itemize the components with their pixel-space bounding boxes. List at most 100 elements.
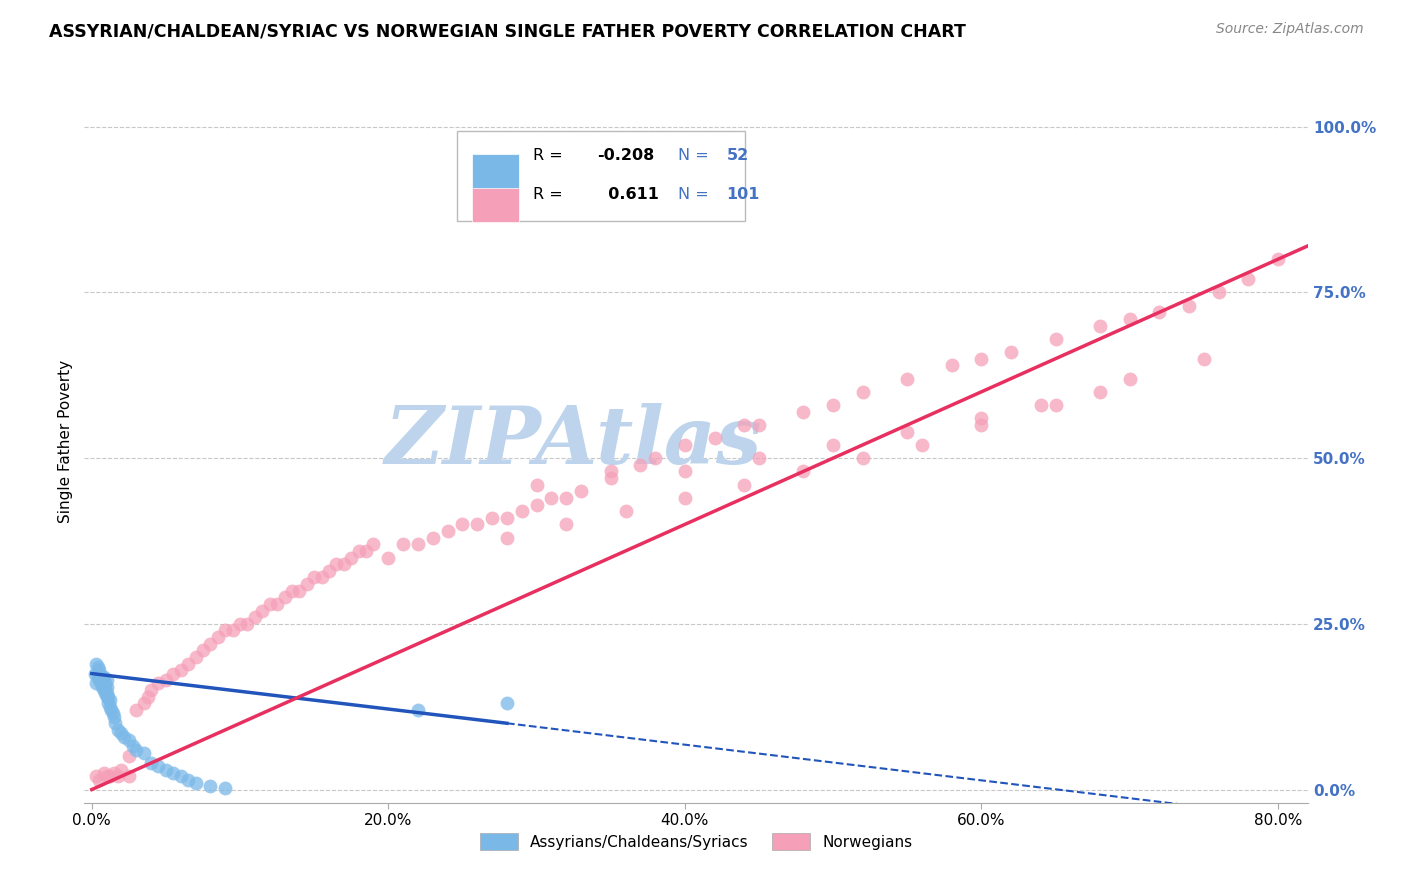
Text: N =: N = (678, 186, 709, 202)
Point (1000, 345, 1022, 359)
Point (170, 769, 193, 783)
Point (86, 660, 108, 674)
Point (162, 666, 184, 681)
Point (436, 524, 458, 538)
Point (94, 686, 117, 700)
Point (406, 703, 429, 717)
Point (110, 726, 132, 740)
Point (363, 537, 385, 551)
Point (148, 676, 170, 690)
Point (103, 766, 125, 780)
Point (107, 769, 129, 783)
Point (325, 557, 347, 571)
Point (243, 610, 266, 624)
Point (125, 703, 148, 717)
Point (451, 517, 474, 532)
Point (229, 616, 252, 631)
Point (89, 663, 111, 677)
Point (703, 431, 725, 445)
Point (89, 666, 111, 681)
Text: 52: 52 (727, 148, 749, 162)
Text: 101: 101 (727, 186, 759, 202)
Point (148, 759, 170, 773)
Point (86, 670, 108, 684)
Point (354, 544, 377, 558)
Text: R =: R = (533, 148, 562, 162)
Point (132, 697, 155, 711)
Point (1208, 285, 1230, 300)
Point (90, 676, 112, 690)
Point (673, 464, 696, 478)
Point (84, 769, 107, 783)
Point (170, 663, 193, 677)
Point (1088, 318, 1111, 333)
Point (526, 498, 548, 512)
Point (96, 690, 118, 704)
Point (90, 670, 112, 684)
Point (628, 458, 651, 472)
Point (673, 491, 696, 505)
Point (392, 537, 415, 551)
Point (93, 670, 115, 684)
Point (97, 697, 120, 711)
Point (1267, 252, 1289, 267)
Point (101, 706, 124, 721)
Point (96, 769, 118, 783)
Point (96, 686, 118, 700)
Point (644, 451, 666, 466)
Point (89, 673, 111, 688)
Point (823, 398, 845, 412)
Point (1118, 312, 1140, 326)
Point (1088, 384, 1111, 399)
Point (91, 670, 114, 684)
Point (177, 772, 200, 787)
Point (103, 709, 125, 723)
Point (406, 537, 429, 551)
Point (84, 657, 107, 671)
Point (112, 730, 135, 744)
Point (1237, 272, 1260, 286)
Point (122, 739, 145, 754)
Point (1178, 299, 1201, 313)
Point (136, 690, 159, 704)
Point (1029, 398, 1052, 412)
Text: Source: ZipAtlas.com: Source: ZipAtlas.com (1216, 22, 1364, 37)
Text: ZIPAtlas: ZIPAtlas (385, 403, 762, 480)
Point (118, 749, 141, 764)
Point (83, 666, 105, 681)
Point (748, 451, 770, 466)
Point (295, 577, 318, 591)
Point (311, 570, 333, 584)
Point (96, 680, 118, 694)
Point (465, 517, 488, 532)
Point (97, 690, 120, 704)
Point (214, 781, 236, 796)
Point (555, 517, 578, 532)
Point (132, 746, 155, 760)
Point (252, 603, 274, 617)
Point (481, 510, 503, 524)
Point (91, 680, 114, 694)
Point (110, 763, 132, 777)
Legend: Assyrians/Chaldeans/Syriacs, Norwegians: Assyrians/Chaldeans/Syriacs, Norwegians (474, 827, 918, 856)
Point (93, 676, 115, 690)
Point (823, 438, 845, 452)
Point (970, 411, 993, 425)
Point (1192, 351, 1215, 366)
Text: -0.208: -0.208 (598, 148, 654, 162)
Point (377, 550, 399, 565)
Point (599, 464, 621, 478)
Point (162, 766, 184, 780)
Point (510, 504, 533, 518)
Point (91, 676, 114, 690)
Point (496, 510, 519, 524)
FancyBboxPatch shape (472, 187, 519, 222)
Point (207, 630, 229, 644)
Point (792, 464, 814, 478)
Point (896, 425, 918, 439)
Point (970, 417, 993, 432)
Point (273, 591, 295, 605)
Point (259, 597, 281, 611)
Point (852, 384, 875, 399)
Point (1118, 371, 1140, 385)
